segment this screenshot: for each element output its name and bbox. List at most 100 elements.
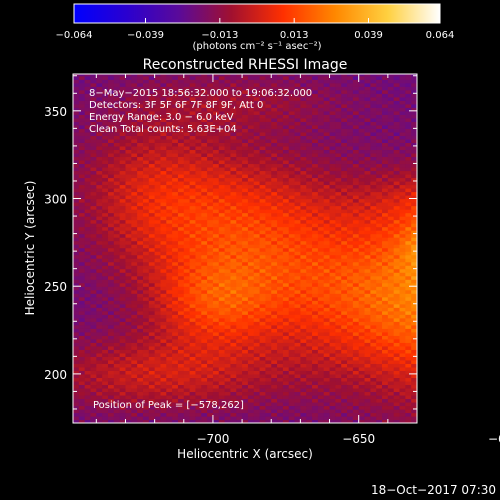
heatmap-cell <box>212 187 220 193</box>
heatmap-cell <box>201 338 208 343</box>
heatmap-cell <box>399 240 406 245</box>
heatmap-cell <box>172 258 179 263</box>
heatmap-cell <box>189 230 197 235</box>
heatmap-cell <box>142 398 150 403</box>
heatmap-cell <box>382 265 389 270</box>
heatmap-cell <box>201 180 208 186</box>
heatmap-cell <box>183 296 191 301</box>
heatmap-cell <box>352 230 360 235</box>
heatmap-cell <box>107 415 115 421</box>
heatmap-cell <box>148 394 156 400</box>
heatmap-cell <box>358 216 366 221</box>
heatmap-cell <box>312 230 319 235</box>
heatmap-cell <box>352 258 360 263</box>
heatmap-cell <box>329 145 336 151</box>
heatmap-cell <box>137 279 144 284</box>
heatmap-cell <box>207 226 214 231</box>
heatmap-cell <box>364 202 371 207</box>
heatmap-cell <box>306 412 313 417</box>
heatmap-cell <box>201 335 208 340</box>
heatmap-cell <box>207 338 214 343</box>
heatmap-cell <box>294 282 301 287</box>
heatmap-cell <box>218 152 226 158</box>
heatmap-cell <box>352 310 360 315</box>
heatmap-cell <box>177 261 185 266</box>
heatmap-cell <box>195 198 202 203</box>
heatmap-cell <box>259 240 267 245</box>
heatmap-cell <box>166 184 173 189</box>
heatmap-cell <box>347 419 354 423</box>
heatmap-cell <box>189 233 197 238</box>
heatmap-cell <box>84 166 92 172</box>
heatmap-cell <box>271 138 278 143</box>
heatmap-cell <box>242 177 249 182</box>
heatmap-cell <box>242 317 249 322</box>
heatmap-cell <box>247 286 255 291</box>
heatmap-cell <box>335 247 342 252</box>
heatmap-cell <box>113 363 121 368</box>
heatmap-cell <box>148 258 156 263</box>
heatmap-cell <box>212 251 220 256</box>
heatmap-cell <box>259 265 267 270</box>
heatmap-cell <box>376 394 383 400</box>
heatmap-cell <box>119 366 127 371</box>
heatmap-cell <box>317 282 325 287</box>
heatmap-cell <box>294 216 301 221</box>
heatmap-cell <box>160 184 167 189</box>
heatmap-cell <box>102 247 109 252</box>
heatmap-cell <box>282 384 290 389</box>
heatmap-cell <box>166 328 173 333</box>
heatmap-cell <box>78 331 86 336</box>
heatmap-cell <box>148 166 156 172</box>
heatmap-cell <box>166 363 173 368</box>
heatmap-cell <box>393 184 401 189</box>
heatmap-cell <box>242 223 249 228</box>
heatmap-cell <box>218 272 226 277</box>
heatmap-cell <box>142 138 150 143</box>
heatmap-cell <box>137 180 144 186</box>
heatmap-cell <box>352 219 360 224</box>
heatmap-cell <box>212 366 220 371</box>
heatmap-cell <box>382 356 389 361</box>
heatmap-cell <box>405 254 412 259</box>
heatmap-cell <box>259 261 267 266</box>
heatmap-cell <box>177 289 185 294</box>
heatmap-cell <box>195 187 202 193</box>
heatmap-cell <box>259 209 267 214</box>
heatmap-cell <box>183 363 191 368</box>
heatmap-cell <box>411 261 417 266</box>
heatmap-cell <box>189 251 197 256</box>
heatmap-cell <box>382 209 389 214</box>
heatmap-cell <box>300 359 307 364</box>
heatmap-cell <box>405 240 412 245</box>
heatmap-cell <box>382 307 389 312</box>
heatmap-cell <box>113 138 121 143</box>
heatmap-cell <box>212 163 220 168</box>
heatmap-cell <box>393 180 401 186</box>
heatmap-cell <box>411 258 417 263</box>
heatmap-cell <box>347 233 354 238</box>
heatmap-cell <box>335 184 342 189</box>
heatmap-cell <box>288 230 296 235</box>
heatmap-cell <box>131 317 138 322</box>
heatmap-cell <box>96 370 103 375</box>
heatmap-cell <box>142 251 150 256</box>
heatmap-cell <box>177 398 185 403</box>
heatmap-cell <box>183 289 191 294</box>
heatmap-cell <box>387 233 395 238</box>
heatmap-cell <box>90 240 97 245</box>
heatmap-cell <box>393 412 401 417</box>
heatmap-cell <box>78 135 86 140</box>
heatmap-cell <box>382 191 389 196</box>
heatmap-cell <box>288 205 296 210</box>
heatmap-cell <box>90 370 97 375</box>
heatmap-cell <box>207 314 214 319</box>
heatmap-cell <box>90 128 97 133</box>
heatmap-cell <box>230 159 237 165</box>
heatmap-cell <box>96 335 103 340</box>
heatmap-cell <box>300 296 307 301</box>
heatmap-cell <box>393 398 401 403</box>
heatmap-cell <box>189 387 197 393</box>
heatmap-cell <box>312 247 319 252</box>
heatmap-cell <box>218 370 226 375</box>
